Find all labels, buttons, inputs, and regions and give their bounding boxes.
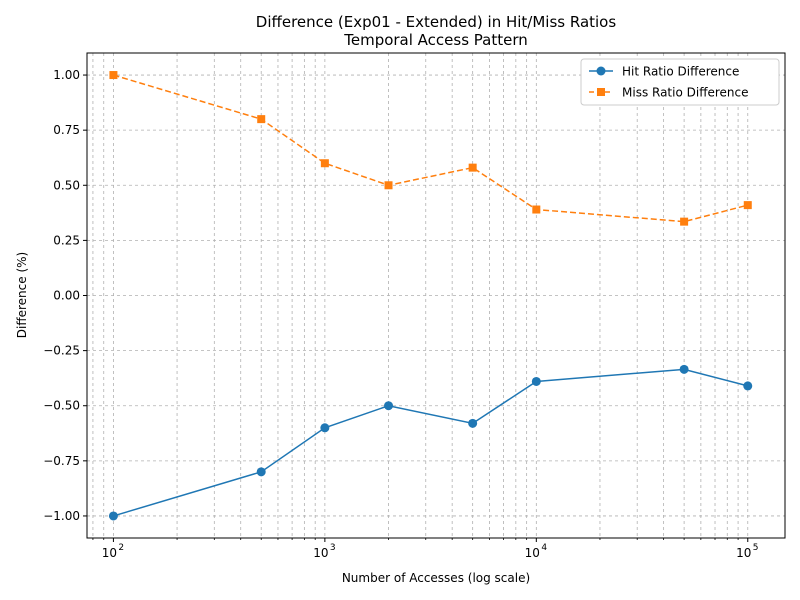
data-point-miss (109, 71, 118, 80)
y-axis-label: Difference (%) (15, 252, 29, 338)
legend-marker-miss (597, 88, 605, 96)
y-tick-label: 0.25 (53, 233, 80, 247)
x-tick-label-exponent: 3 (330, 543, 336, 553)
chart-subtitle: Temporal Access Pattern (343, 31, 528, 49)
series-layer (108, 71, 753, 521)
legend: Hit Ratio Difference Miss Ratio Differen… (580, 58, 780, 106)
y-tick-label: 0.50 (53, 178, 80, 192)
series-line-hit (113, 368, 748, 517)
y-tick-label: −1.00 (43, 509, 80, 523)
legend-box (580, 58, 780, 106)
x-axis-label: Number of Accesses (log scale) (342, 571, 530, 585)
legend-label-hit: Hit Ratio Difference (622, 65, 739, 79)
x-tick-label-exponent: 4 (541, 543, 547, 553)
x-tick-label: 10 (313, 546, 328, 560)
data-point-hit (108, 511, 118, 521)
y-tick-label: 0.75 (53, 123, 80, 137)
grid (87, 53, 785, 538)
data-point-miss (384, 181, 393, 190)
x-tick-label: 10 (525, 546, 540, 560)
y-tick-label: −0.50 (43, 399, 80, 413)
data-point-miss (468, 163, 477, 172)
x-tick-label-exponent: 2 (118, 543, 124, 553)
data-point-hit (468, 418, 478, 428)
data-point-miss (320, 159, 329, 168)
data-point-miss (257, 115, 266, 124)
legend-label-miss: Miss Ratio Difference (622, 86, 749, 100)
data-point-hit (743, 381, 753, 391)
y-tick-label: −0.75 (43, 454, 80, 468)
y-tick-label: −0.25 (43, 344, 80, 358)
legend-marker-hit (596, 66, 606, 76)
y-tick-label: 0.00 (53, 289, 80, 303)
axis-ticks: 1.00 0.75 0.50 0.25 0.00 −0.25 −0.50 −0.75 −1.00… (43, 68, 758, 560)
data-point-hit (531, 376, 541, 386)
chart-title: Difference (Exp01 - Extended) in Hit/Mis… (256, 13, 617, 31)
data-point-hit (320, 423, 330, 433)
data-point-hit (384, 401, 394, 411)
y-tick-label: 1.00 (53, 68, 80, 82)
data-point-hit (679, 364, 689, 374)
data-point-miss (532, 205, 541, 214)
data-point-miss (680, 217, 689, 226)
x-tick-label-exponent: 5 (753, 543, 759, 553)
x-tick-label: 10 (102, 546, 117, 560)
data-point-miss (743, 201, 752, 210)
x-tick-label: 10 (736, 546, 751, 560)
series-line-miss (113, 74, 748, 223)
data-point-hit (256, 467, 266, 477)
